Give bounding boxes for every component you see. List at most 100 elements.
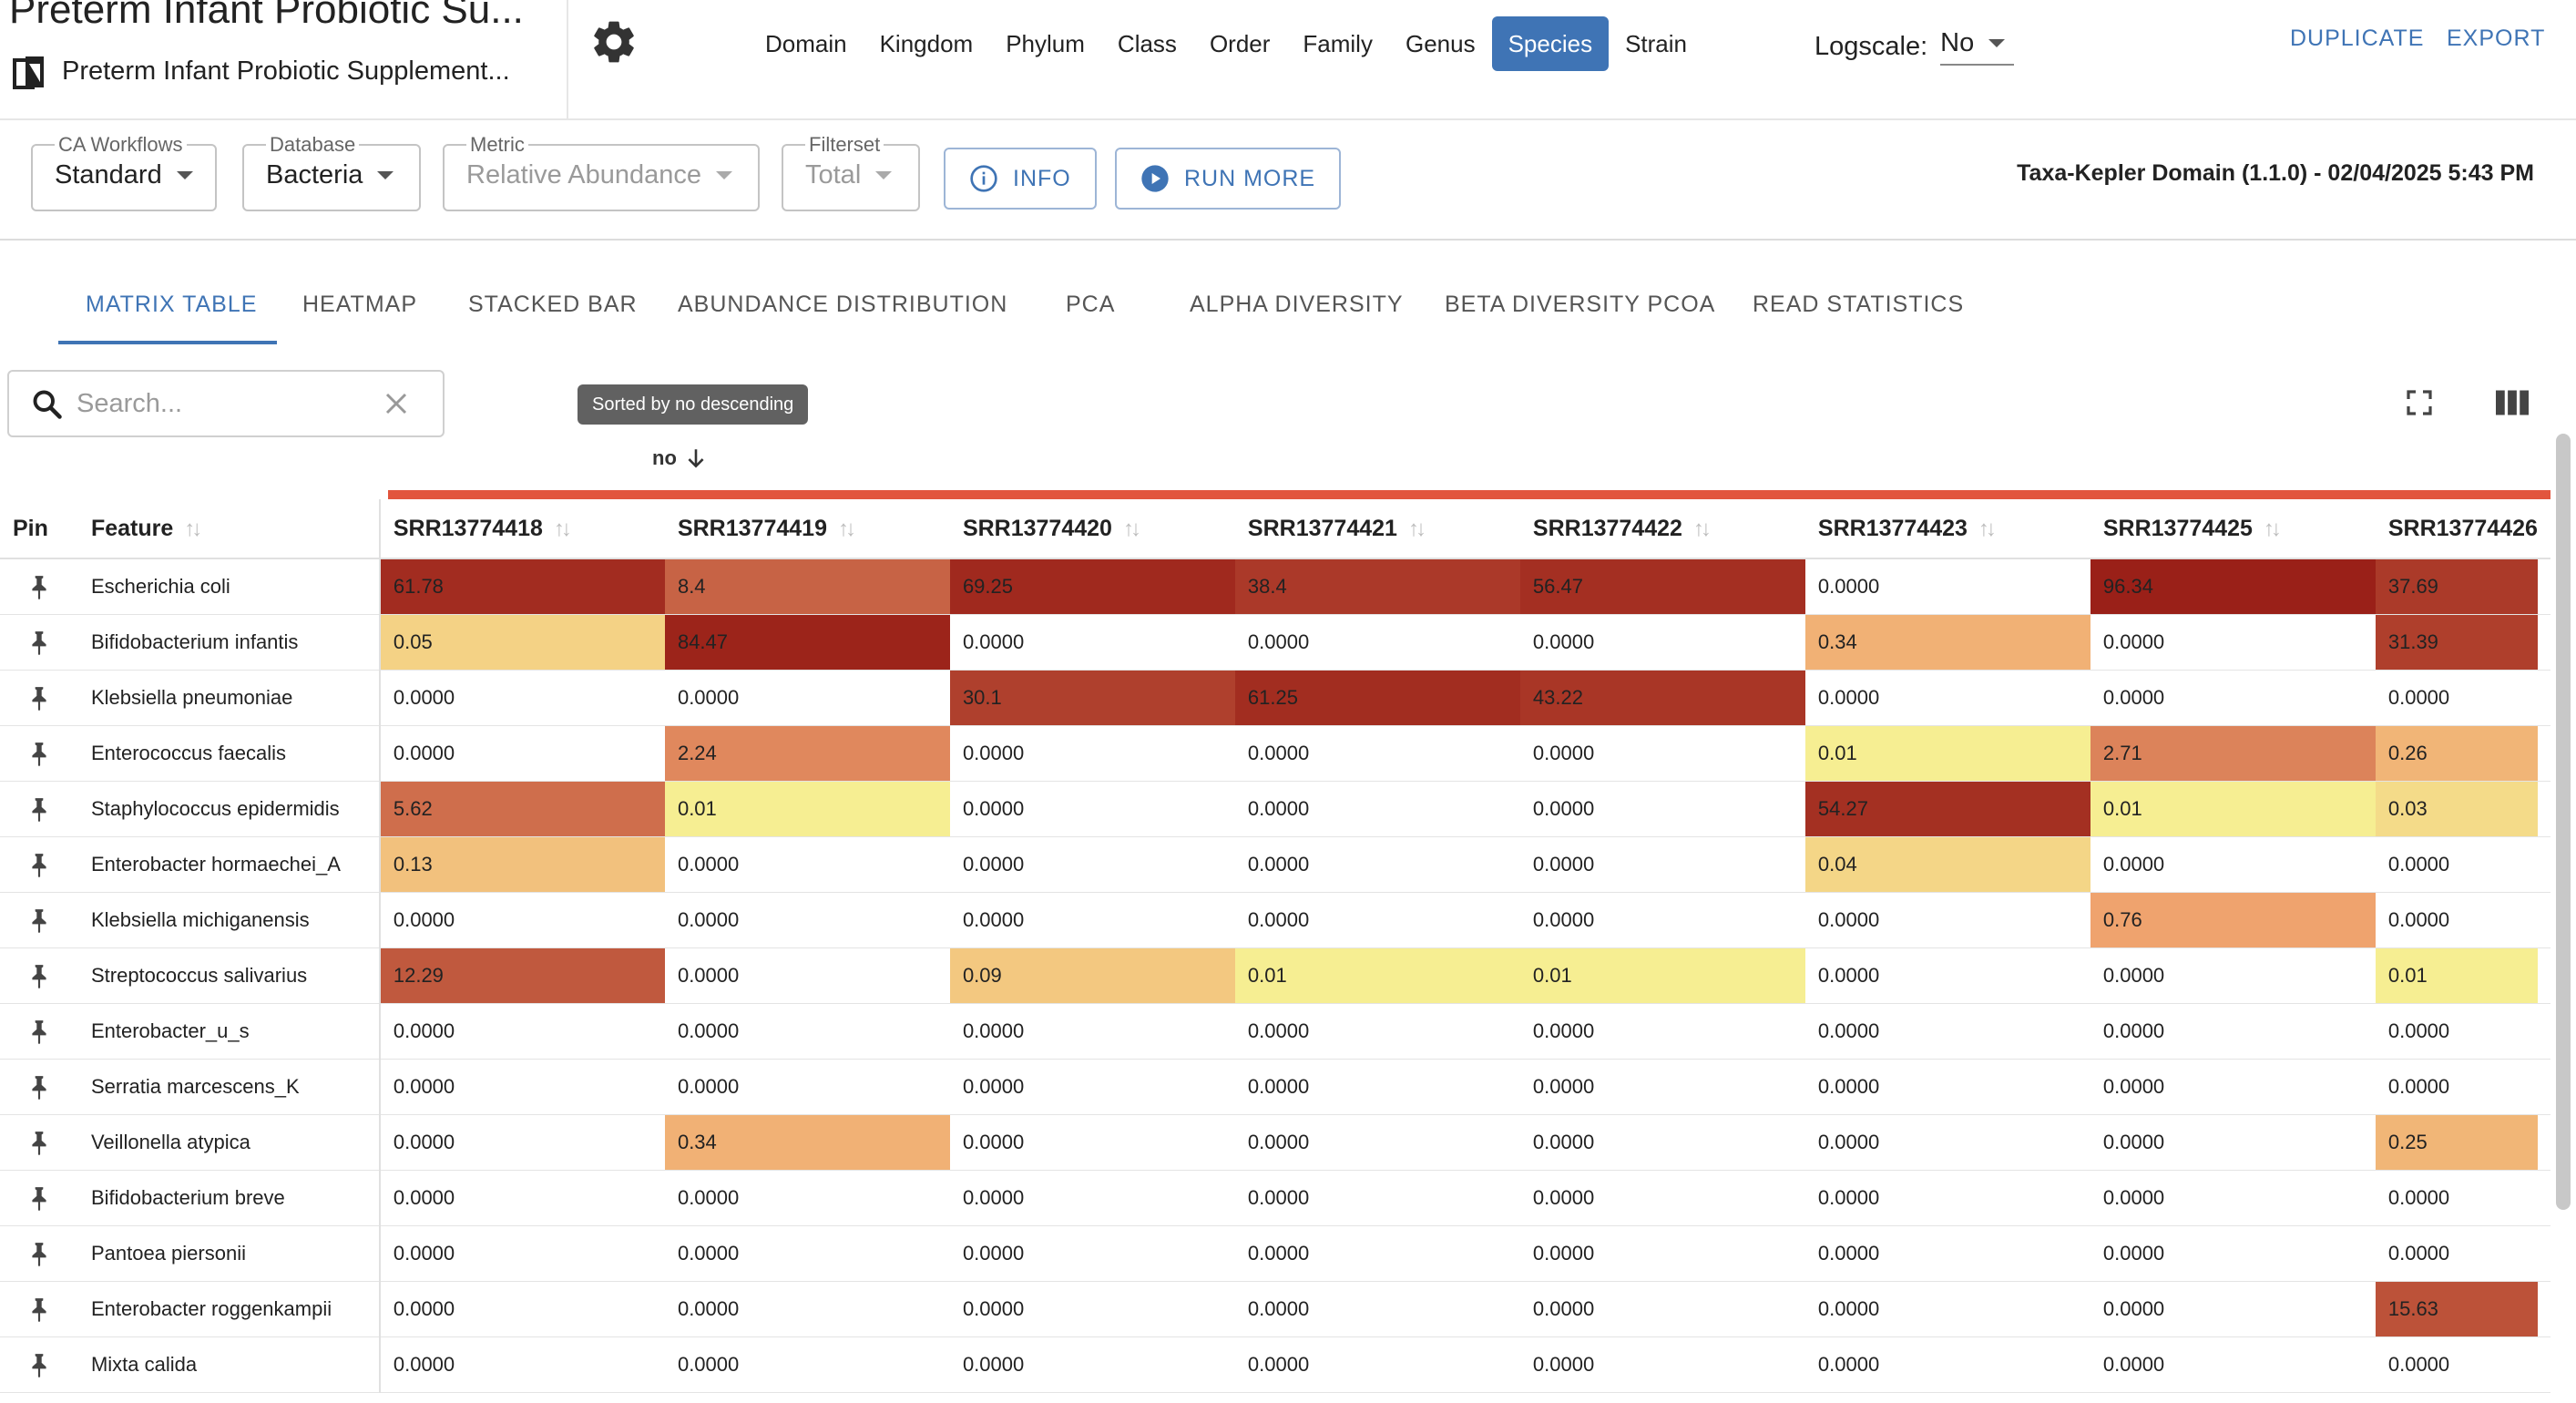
value-cell: 0.0000: [2090, 1225, 2376, 1282]
value-cell: 0.0000: [949, 1059, 1235, 1115]
sort-arrows-icon[interactable]: ↑↓: [1692, 516, 1712, 541]
pin-icon[interactable]: [27, 963, 51, 989]
pin-icon[interactable]: [27, 741, 51, 767]
taxonomy-tab-strain[interactable]: Strain: [1625, 30, 1687, 57]
sample-column-header[interactable]: SRR13774419 ↑↓: [664, 499, 950, 559]
pin-icon[interactable]: [27, 630, 51, 656]
table-row[interactable]: Bifidobacterium breve 0.0000 0.0000 0.0000 0…: [0, 1170, 2550, 1226]
pin-icon[interactable]: [27, 907, 51, 934]
tab-matrix-table[interactable]: MATRIX TABLE: [86, 292, 258, 317]
table-row[interactable]: Veillonella atypica 0.0000 0.34 0.0000 0.000…: [0, 1114, 2550, 1171]
value-cell: 0.0000: [664, 670, 950, 726]
taxonomy-tab-kingdom[interactable]: Kingdom: [879, 30, 974, 57]
table-row[interactable]: Pantoea piersonii 0.0000 0.0000 0.0000 0.000…: [0, 1225, 2550, 1282]
table-row[interactable]: Escherichia coli 61.78 8.4 69.25 38.4 56.47 0.…: [0, 558, 2550, 615]
pin-icon[interactable]: [27, 852, 51, 878]
sample-column-header[interactable]: SRR13774422 ↑↓: [1519, 499, 1805, 559]
logscale-control: Logscale: No: [1814, 24, 2015, 69]
search-box: [7, 370, 445, 437]
sort-arrows-icon[interactable]: ↑↓: [553, 516, 572, 541]
value-cell: 0.0000: [1234, 892, 1520, 948]
tab-heatmap[interactable]: HEATMAP: [302, 292, 417, 317]
feature-column-header[interactable]: Feature ↑↓: [77, 499, 381, 559]
table-row[interactable]: Enterobacter_u_s 0.0000 0.0000 0.0000 0.0000…: [0, 1003, 2550, 1060]
table-row[interactable]: Bifidobacterium infantis 0.05 84.47 0.0000 0…: [0, 614, 2550, 671]
table-row[interactable]: Enterobacter hormaechei_A 0.13 0.0000 0.000…: [0, 836, 2550, 893]
value-cell: 0.01: [2090, 781, 2376, 837]
taxonomy-tab-order[interactable]: Order: [1209, 30, 1271, 57]
logscale-select[interactable]: No: [1940, 28, 2015, 66]
fullscreen-icon[interactable]: [2405, 388, 2434, 417]
pin-icon[interactable]: [27, 1074, 51, 1101]
tab-pca[interactable]: PCA: [1066, 292, 1116, 317]
table-header-row: Pin Feature ↑↓ SRR13774418 ↑↓ SRR13774419 ↑↓ SR…: [0, 499, 2550, 559]
feature-cell: Escherichia coli: [77, 558, 381, 615]
pin-icon[interactable]: [27, 1185, 51, 1212]
info-button[interactable]: INFO: [944, 148, 1097, 210]
table-row[interactable]: Klebsiella pneumoniae 0.0000 0.0000 30.1 61.…: [0, 670, 2550, 726]
taxonomy-tab-domain[interactable]: Domain: [765, 30, 847, 57]
value-cell: 0.0000: [664, 947, 950, 1004]
filterset-select[interactable]: Filterset Total: [782, 133, 920, 211]
sort-arrows-icon[interactable]: ↑↓: [1122, 516, 1141, 541]
sort-arrows-icon[interactable]: ↑↓: [184, 516, 202, 541]
table-row[interactable]: Klebsiella michiganensis 0.0000 0.0000 0.00…: [0, 892, 2550, 948]
value-cell: 0.0000: [1804, 670, 2090, 726]
workflows-select[interactable]: CA Workflows Standard: [31, 133, 217, 211]
close-icon[interactable]: [383, 390, 410, 417]
tab-beta-diversity-pcoa[interactable]: BETA DIVERSITY PCOA: [1445, 292, 1716, 317]
taxonomy-tab-family[interactable]: Family: [1303, 30, 1373, 57]
taxonomy-tab-class[interactable]: Class: [1117, 30, 1177, 57]
pin-column-header[interactable]: Pin: [0, 499, 78, 559]
view-columns-icon[interactable]: [2496, 390, 2529, 415]
pin-icon[interactable]: [27, 796, 51, 823]
sort-arrows-icon[interactable]: ↑↓: [1407, 516, 1426, 541]
sample-column-header[interactable]: SRR13774425 ↑↓: [2090, 499, 2376, 559]
sort-column-chip[interactable]: no: [652, 446, 708, 470]
taxonomy-tab-species[interactable]: Species: [1491, 16, 1610, 71]
sample-column-header[interactable]: SRR13774426: [2375, 499, 2538, 559]
tab-stacked-bar[interactable]: STACKED BAR: [468, 292, 638, 317]
value-cell: 0.0000: [2090, 1003, 2376, 1060]
sample-column-header[interactable]: SRR13774423 ↑↓: [1804, 499, 2090, 559]
pin-icon[interactable]: [27, 1296, 51, 1323]
value-cell: 12.29: [379, 947, 665, 1004]
info-icon: [970, 165, 997, 192]
sort-arrows-icon[interactable]: ↑↓: [1978, 516, 1997, 541]
sample-column-header[interactable]: SRR13774418 ↑↓: [379, 499, 665, 559]
search-input[interactable]: [75, 383, 370, 425]
sample-column-header[interactable]: SRR13774421 ↑↓: [1234, 499, 1520, 559]
pin-icon[interactable]: [27, 574, 51, 600]
export-button[interactable]: EXPORT: [2447, 26, 2546, 51]
value-cell: 0.0000: [1519, 781, 1805, 837]
table-row[interactable]: Staphylococcus epidermidis 5.62 0.01 0.0000…: [0, 781, 2550, 837]
tab-read-statistics[interactable]: READ STATISTICS: [1753, 292, 1965, 317]
table-row[interactable]: Enterobacter roggenkampii 0.0000 0.0000 0.0…: [0, 1281, 2550, 1337]
sort-arrows-icon[interactable]: ↑↓: [837, 516, 856, 541]
pin-icon[interactable]: [27, 685, 51, 712]
taxonomy-tab-phylum[interactable]: Phylum: [1006, 30, 1085, 57]
gear-icon[interactable]: [588, 16, 639, 67]
value-cell: 0.0000: [1519, 1170, 1805, 1226]
run-more-button[interactable]: RUN MORE: [1115, 148, 1342, 210]
chevron-down-icon: [875, 171, 893, 179]
vertical-scrollbar[interactable]: [2556, 434, 2571, 1210]
tab-abundance-distribution[interactable]: ABUNDANCE DISTRIBUTION: [678, 292, 1008, 317]
metric-select[interactable]: Metric Relative Abundance: [443, 133, 760, 211]
pin-icon[interactable]: [27, 1130, 51, 1156]
feature-cell: Klebsiella michiganensis: [77, 892, 381, 948]
database-select[interactable]: Database Bacteria: [242, 133, 421, 211]
pin-icon[interactable]: [27, 1241, 51, 1267]
table-row[interactable]: Streptococcus salivarius 12.29 0.0000 0.09 0…: [0, 947, 2550, 1004]
duplicate-button[interactable]: DUPLICATE: [2290, 26, 2425, 51]
pin-icon[interactable]: [27, 1352, 51, 1378]
tab-alpha-diversity[interactable]: ALPHA DIVERSITY: [1190, 292, 1404, 317]
value-cell: 0.0000: [379, 1225, 665, 1282]
taxonomy-tab-genus[interactable]: Genus: [1405, 30, 1476, 57]
pin-icon[interactable]: [27, 1019, 51, 1045]
sample-column-header[interactable]: SRR13774420 ↑↓: [949, 499, 1235, 559]
table-row[interactable]: Enterococcus faecalis 0.0000 2.24 0.0000 0.0…: [0, 725, 2550, 782]
table-row[interactable]: Serratia marcescens_K 0.0000 0.0000 0.0000 0…: [0, 1059, 2550, 1115]
table-row[interactable]: Mixta calida 0.0000 0.0000 0.0000 0.0000 0.00…: [0, 1336, 2550, 1393]
sort-arrows-icon[interactable]: ↑↓: [2263, 516, 2282, 541]
